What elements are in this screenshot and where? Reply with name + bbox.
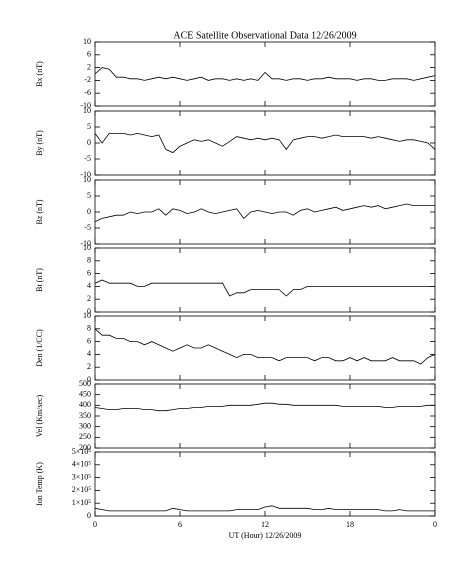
- y-tick-label: -6: [84, 88, 91, 97]
- data-line: [94, 328, 436, 365]
- y-axis-label: Den (1/CC): [35, 329, 44, 367]
- panel-frame: [94, 451, 436, 517]
- y-tick-label: 10: [83, 37, 91, 46]
- y-axis-label: Bt (nT): [35, 268, 44, 292]
- y-tick-label: 200: [79, 443, 91, 452]
- panel-frame: [94, 110, 436, 176]
- y-axis-label: Vel (Km/sec): [35, 394, 44, 437]
- y-tick-label: 2: [87, 362, 91, 371]
- y-axis-label: By (nT): [35, 130, 44, 156]
- y-tick-label: -10: [80, 239, 91, 248]
- y-tick-label: 10: [83, 175, 91, 184]
- y-tick-label: 6: [87, 336, 91, 345]
- y-tick-label: 450: [79, 389, 91, 398]
- y-tick-label: -2: [84, 75, 91, 84]
- x-tick-label: 0: [93, 520, 97, 529]
- y-axis-label: Ion Temp (K): [35, 462, 44, 506]
- panel-frame: [94, 247, 436, 313]
- y-tick-label: 10: [83, 311, 91, 320]
- y-tick-label: 0: [87, 511, 91, 520]
- y-tick-label: 1×10⁵: [72, 498, 92, 507]
- y-tick-label: -10: [80, 170, 91, 179]
- y-tick-label: 6: [87, 268, 91, 277]
- data-line: [94, 505, 435, 512]
- y-tick-label: 0: [87, 138, 91, 147]
- y-tick-label: 8: [87, 256, 91, 265]
- y-tick-label: 2: [87, 294, 91, 303]
- panel-frame: [94, 41, 436, 107]
- y-tick-label: 10: [83, 243, 91, 252]
- y-axis-label: Bz (nT): [35, 199, 44, 224]
- data-line: [94, 67, 436, 81]
- y-tick-label: 250: [79, 432, 91, 441]
- y-tick-label: 5: [87, 122, 91, 131]
- y-tick-label: 0: [87, 207, 91, 216]
- y-tick-label: 0: [87, 375, 91, 384]
- x-axis-label: UT (Hour) 12/26/2009: [229, 531, 302, 540]
- y-tick-label: 5: [87, 191, 91, 200]
- y-tick-label: 5×10⁵: [72, 447, 92, 456]
- chart-title: ACE Satellite Observational Data 12/26/2…: [173, 30, 356, 41]
- y-tick-label: 2×10⁵: [72, 485, 92, 494]
- data-line: [94, 203, 435, 222]
- y-tick-label: -5: [84, 223, 91, 232]
- panel-frame: [94, 383, 436, 449]
- x-tick-label: 0: [433, 520, 437, 529]
- y-tick-label: -5: [84, 154, 91, 163]
- x-tick-label: 18: [346, 520, 354, 529]
- y-tick-label: 6: [87, 50, 91, 59]
- y-tick-label: 10: [83, 106, 91, 115]
- data-line: [94, 402, 435, 412]
- y-tick-label: 0: [87, 307, 91, 316]
- y-tick-label: 3×10⁵: [72, 472, 92, 481]
- y-tick-label: 500: [79, 379, 91, 388]
- y-tick-label: 4×10⁵: [72, 460, 92, 469]
- y-tick-label: 2: [87, 62, 91, 71]
- x-tick-label: 6: [178, 520, 182, 529]
- data-line: [94, 132, 436, 154]
- panel-frame: [94, 315, 436, 381]
- y-tick-label: 8: [87, 324, 91, 333]
- y-tick-label: 4: [87, 281, 91, 290]
- y-tick-label: 400: [79, 400, 91, 409]
- x-tick-label: 12: [261, 520, 269, 529]
- y-tick-label: -10: [80, 101, 91, 110]
- y-tick-label: 4: [87, 349, 91, 358]
- data-line: [94, 279, 435, 297]
- y-tick-label: 350: [79, 411, 91, 420]
- y-axis-label: Bx (nT): [35, 61, 44, 87]
- y-tick-label: 300: [79, 421, 91, 430]
